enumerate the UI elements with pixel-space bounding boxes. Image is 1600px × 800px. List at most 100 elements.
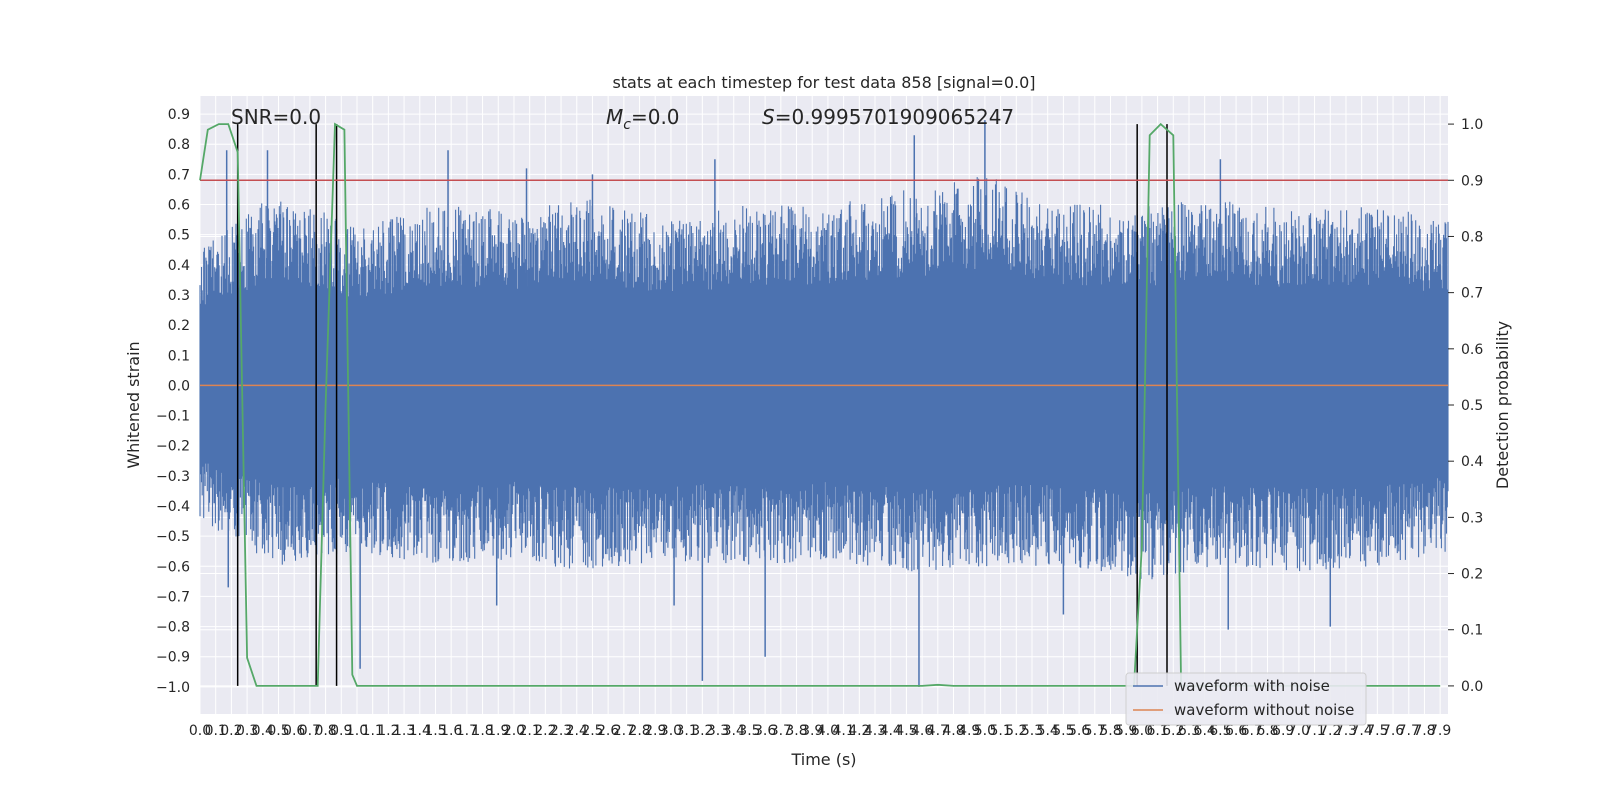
right-tick-label: 0.8 <box>1461 229 1483 245</box>
right-ticks: 1.0 0.9 0.8 0.7 0.6 0.5 0.4 0.3 0.2 0.1 0.0 <box>1448 117 1483 695</box>
x-tick-label: 6.3 <box>1178 723 1200 739</box>
left-tick-label: 0.7 <box>168 167 190 183</box>
s-annotation: S=0.9995701909065247 <box>762 105 1014 129</box>
detection-probability-line <box>199 122 1441 687</box>
left-tick-label: 0.8 <box>168 137 190 153</box>
x-tick-label: 3.3 <box>707 723 729 739</box>
x-tick-label: 7.8 <box>1413 723 1435 739</box>
x-tick-label: 0.1 <box>205 723 227 739</box>
right-tick-label: 0.7 <box>1461 286 1483 302</box>
x-tick-label: 2.5 <box>581 723 603 739</box>
vertical-markers <box>236 124 1168 686</box>
x-tick-label: 7.3 <box>1335 723 1357 739</box>
left-tick-label: 0.5 <box>168 228 190 244</box>
left-tick-label: −0.6 <box>156 559 190 575</box>
x-tick-label: 3.1 <box>676 723 698 739</box>
mc-annotation: Mc=0.0 <box>606 105 680 133</box>
x-tick-label: 5.5 <box>1052 723 1074 739</box>
left-tick-label: −0.2 <box>156 439 190 455</box>
legend-label-clean: waveform without noise <box>1174 701 1354 719</box>
x-tick-label: 7.5 <box>1366 723 1388 739</box>
x-tick-label: 4.0 <box>817 723 839 739</box>
left-tick-label: 0.9 <box>168 107 190 123</box>
x-tick-label: 6.8 <box>1256 723 1278 739</box>
x-tick-label: 1.5 <box>424 723 446 739</box>
x-tick-label: 6.1 <box>1146 723 1168 739</box>
x-tick-label: 0.6 <box>283 723 305 739</box>
x-tick-label: 0.5 <box>267 723 289 739</box>
mc-symbol: M <box>606 105 623 129</box>
x-tick-label: 4.2 <box>848 723 870 739</box>
left-tick-label: 0.0 <box>168 378 190 394</box>
left-tick-label: −0.9 <box>156 650 190 666</box>
left-tick-label: 0.2 <box>168 318 190 334</box>
left-tick-label: −0.7 <box>156 589 190 605</box>
x-tick-label: 6.7 <box>1241 723 1263 739</box>
x-tick-label: 7.0 <box>1288 723 1310 739</box>
left-tick-label: −0.3 <box>156 469 190 485</box>
right-tick-label: 0.1 <box>1461 623 1483 639</box>
x-tick-label: 6.2 <box>1162 723 1184 739</box>
left-tick-label: −0.8 <box>156 620 190 636</box>
right-tick-label: 1.0 <box>1461 117 1483 133</box>
x-tick-label: 0.3 <box>236 723 258 739</box>
x-tick-label: 4.3 <box>864 723 886 739</box>
x-tick-label: 7.6 <box>1382 723 1404 739</box>
x-tick-label: 1.6 <box>440 723 462 739</box>
x-tick-label: 5.6 <box>1068 723 1090 739</box>
right-tick-label: 0.9 <box>1461 173 1483 189</box>
y-axis-label-left: Whitened strain <box>124 341 143 468</box>
x-tick-label: 7.2 <box>1319 723 1341 739</box>
x-tick-label: 0.0 <box>189 723 211 739</box>
x-tick-label: 7.1 <box>1303 723 1325 739</box>
chart-title: stats at each timestep for test data 858… <box>612 73 1035 92</box>
x-tick-label: 5.9 <box>1115 723 1137 739</box>
x-axis-label: Time (s) <box>790 750 856 769</box>
x-tick-label: 1.4 <box>409 723 431 739</box>
x-tick-label: 7.7 <box>1398 723 1420 739</box>
left-tick-label: −1.0 <box>156 680 190 696</box>
x-tick-label: 2.9 <box>644 723 666 739</box>
x-tick-label: 7.4 <box>1351 723 1373 739</box>
s-value: =0.9995701909065247 <box>775 105 1014 129</box>
x-tick-label: 2.6 <box>597 723 619 739</box>
x-tick-label: 2.7 <box>613 723 635 739</box>
x-tick-label: 0.7 <box>299 723 321 739</box>
x-tick-label: 0.4 <box>252 723 274 739</box>
legend: waveform with noise waveform without noi… <box>1125 672 1367 726</box>
detection-probability <box>199 122 1441 687</box>
x-tick-label: 0.8 <box>314 723 336 739</box>
right-tick-label: 0.5 <box>1461 398 1483 414</box>
x-tick-label: 4.6 <box>911 723 933 739</box>
x-tick-label: 2.8 <box>628 723 650 739</box>
x-tick-label: 1.7 <box>456 723 478 739</box>
x-tick-label: 1.1 <box>362 723 384 739</box>
left-tick-label: −0.1 <box>156 409 190 425</box>
x-tick-label: 2.4 <box>566 723 588 739</box>
x-tick-label: 5.4 <box>1037 723 1059 739</box>
x-tick-label: 4.5 <box>895 723 917 739</box>
x-tick-label: 1.9 <box>487 723 509 739</box>
x-tick-label: 3.0 <box>660 723 682 739</box>
x-tick-label: 6.5 <box>1209 723 1231 739</box>
x-tick-label: 3.8 <box>785 723 807 739</box>
x-tick-label: 5.0 <box>974 723 996 739</box>
right-tick-label: 0.3 <box>1461 510 1483 526</box>
x-tick-label: 2.3 <box>550 723 572 739</box>
left-ticks: 0.9 0.8 0.7 0.6 0.5 0.4 0.3 0.2 0.1 0.0 −0.1 −0.2 −0… <box>156 107 190 696</box>
x-tick-label: 3.5 <box>738 723 760 739</box>
x-tick-label: 7.9 <box>1429 723 1451 739</box>
s-symbol: S <box>762 105 775 129</box>
x-tick-label: 0.2 <box>220 723 242 739</box>
x-tick-label: 6.9 <box>1272 723 1294 739</box>
legend-box <box>1125 672 1367 726</box>
x-tick-label: 2.0 <box>503 723 525 739</box>
x-tick-label: 4.1 <box>832 723 854 739</box>
mc-subscript: c <box>623 117 631 133</box>
left-tick-label: 0.1 <box>168 348 190 364</box>
right-tick-label: 0.0 <box>1461 679 1483 695</box>
snr-annotation: SNR=0.0 <box>231 105 321 129</box>
right-tick-label: 0.6 <box>1461 342 1483 358</box>
x-tick-label: 6.6 <box>1225 723 1247 739</box>
